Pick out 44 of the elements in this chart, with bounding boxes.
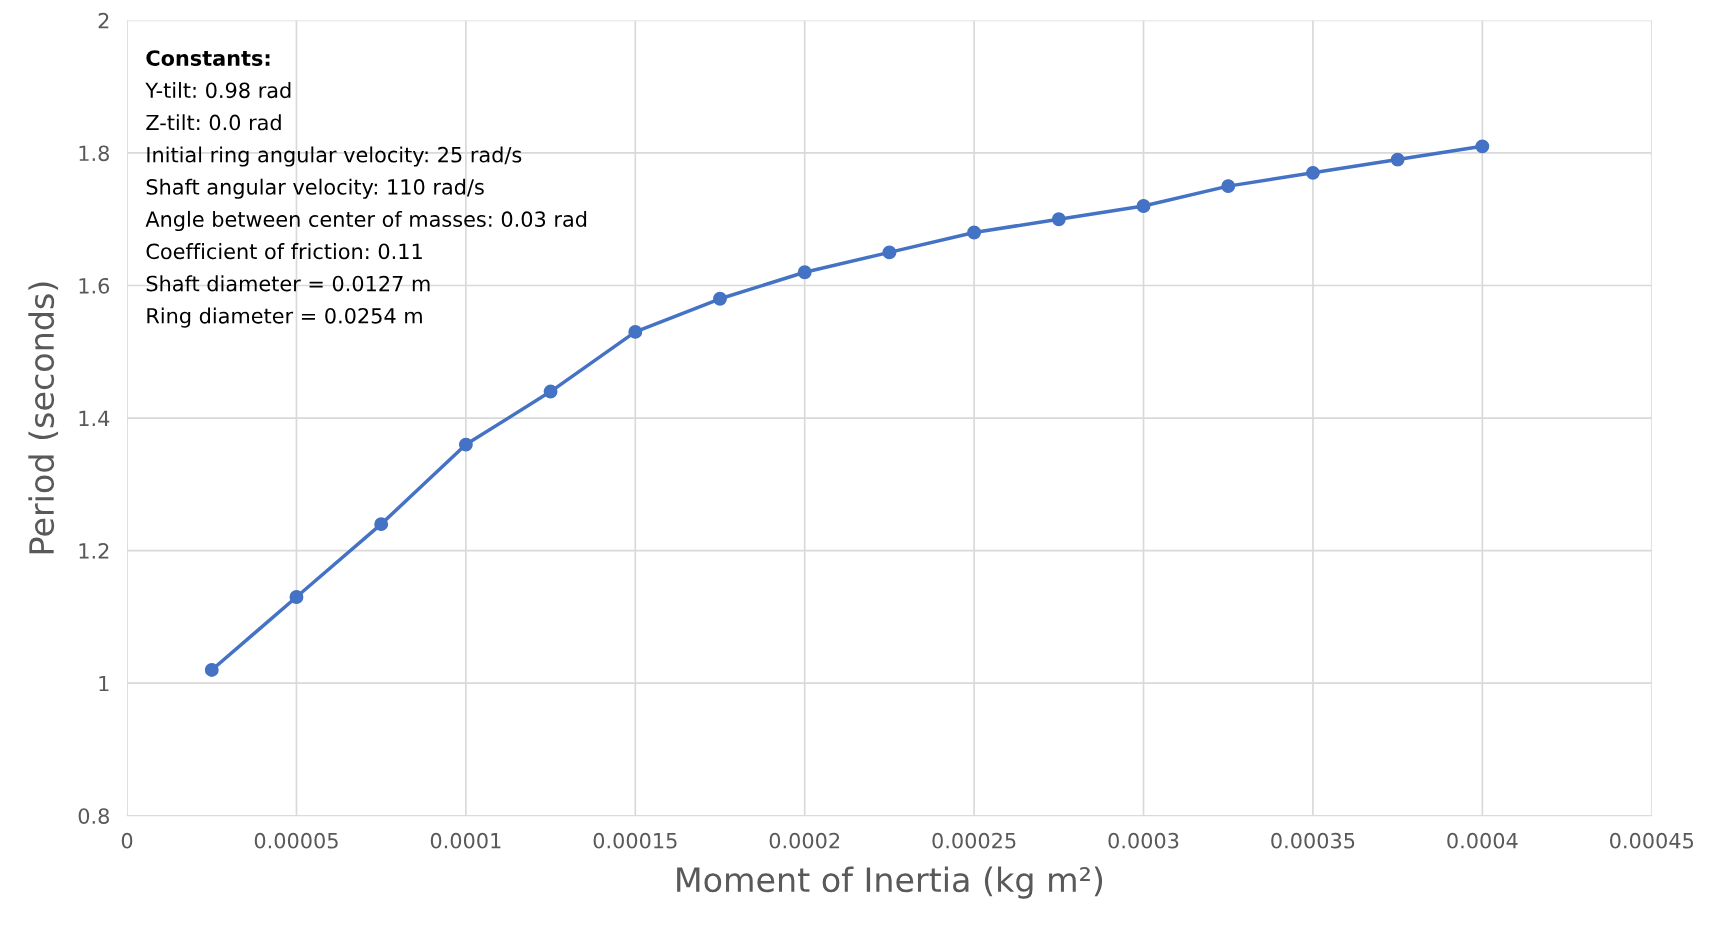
annotation: Shaft diameter = 0.0127 m bbox=[146, 275, 430, 292]
point bbox=[543, 384, 558, 399]
x-tick-label: 0.00035 bbox=[1271, 832, 1355, 849]
x-tick-label: 0 bbox=[121, 832, 133, 849]
annotation: Ring diameter = 0.0254 m bbox=[147, 307, 422, 328]
point bbox=[1221, 179, 1236, 194]
annotation: Coefficient of friction: 0.11 bbox=[146, 243, 422, 260]
y-tick-label: 1.4 bbox=[79, 410, 110, 426]
point bbox=[797, 265, 812, 280]
point bbox=[204, 662, 219, 677]
point bbox=[458, 437, 473, 452]
x-tick-label: 0.00025 bbox=[932, 832, 1016, 849]
y-tick-label: 0.8 bbox=[78, 808, 109, 824]
point bbox=[1305, 165, 1320, 180]
y-tick-label: 1.2 bbox=[79, 543, 109, 559]
x-tick-label: 0.00015 bbox=[593, 832, 677, 849]
y-tick-label: 1.6 bbox=[79, 277, 110, 294]
point bbox=[1475, 139, 1490, 154]
point bbox=[1390, 152, 1405, 167]
annotation: Constants: bbox=[146, 50, 270, 66]
annotation: Y-tilt: 0.98 rad bbox=[145, 82, 291, 99]
x-tick-label: 0.00045 bbox=[1610, 832, 1694, 849]
point bbox=[882, 245, 897, 260]
x-tick-label: 0.0002 bbox=[769, 832, 840, 849]
annotation: Initial ring angular velocity: 25 rad/s bbox=[147, 146, 522, 167]
y-tick-label: 2 bbox=[98, 12, 109, 29]
x-tick-label: 0.0001 bbox=[430, 832, 501, 849]
point bbox=[374, 517, 389, 532]
x-tick-label: 0.0004 bbox=[1447, 832, 1518, 849]
point bbox=[289, 590, 304, 604]
annotation: Angle between center of masses: 0.03 rad bbox=[145, 210, 587, 232]
x-axis-title: Moment of Inertia (kg m²) bbox=[677, 866, 1103, 899]
y-axis-title: Period (seconds) bbox=[28, 282, 59, 554]
annotation: Shaft angular velocity: 110 rad/s bbox=[146, 178, 484, 199]
point bbox=[967, 225, 982, 240]
point bbox=[1051, 212, 1066, 227]
y-tick-label: 1.8 bbox=[79, 145, 109, 162]
y-tick-label: 1 bbox=[99, 675, 109, 692]
point bbox=[628, 324, 643, 339]
point bbox=[1136, 199, 1151, 213]
x-tick-label: 0.00005 bbox=[254, 832, 338, 849]
annotation: Z-tilt: 0.0 rad bbox=[146, 114, 281, 131]
point bbox=[713, 291, 727, 306]
x-tick-label: 0.0003 bbox=[1108, 832, 1179, 849]
